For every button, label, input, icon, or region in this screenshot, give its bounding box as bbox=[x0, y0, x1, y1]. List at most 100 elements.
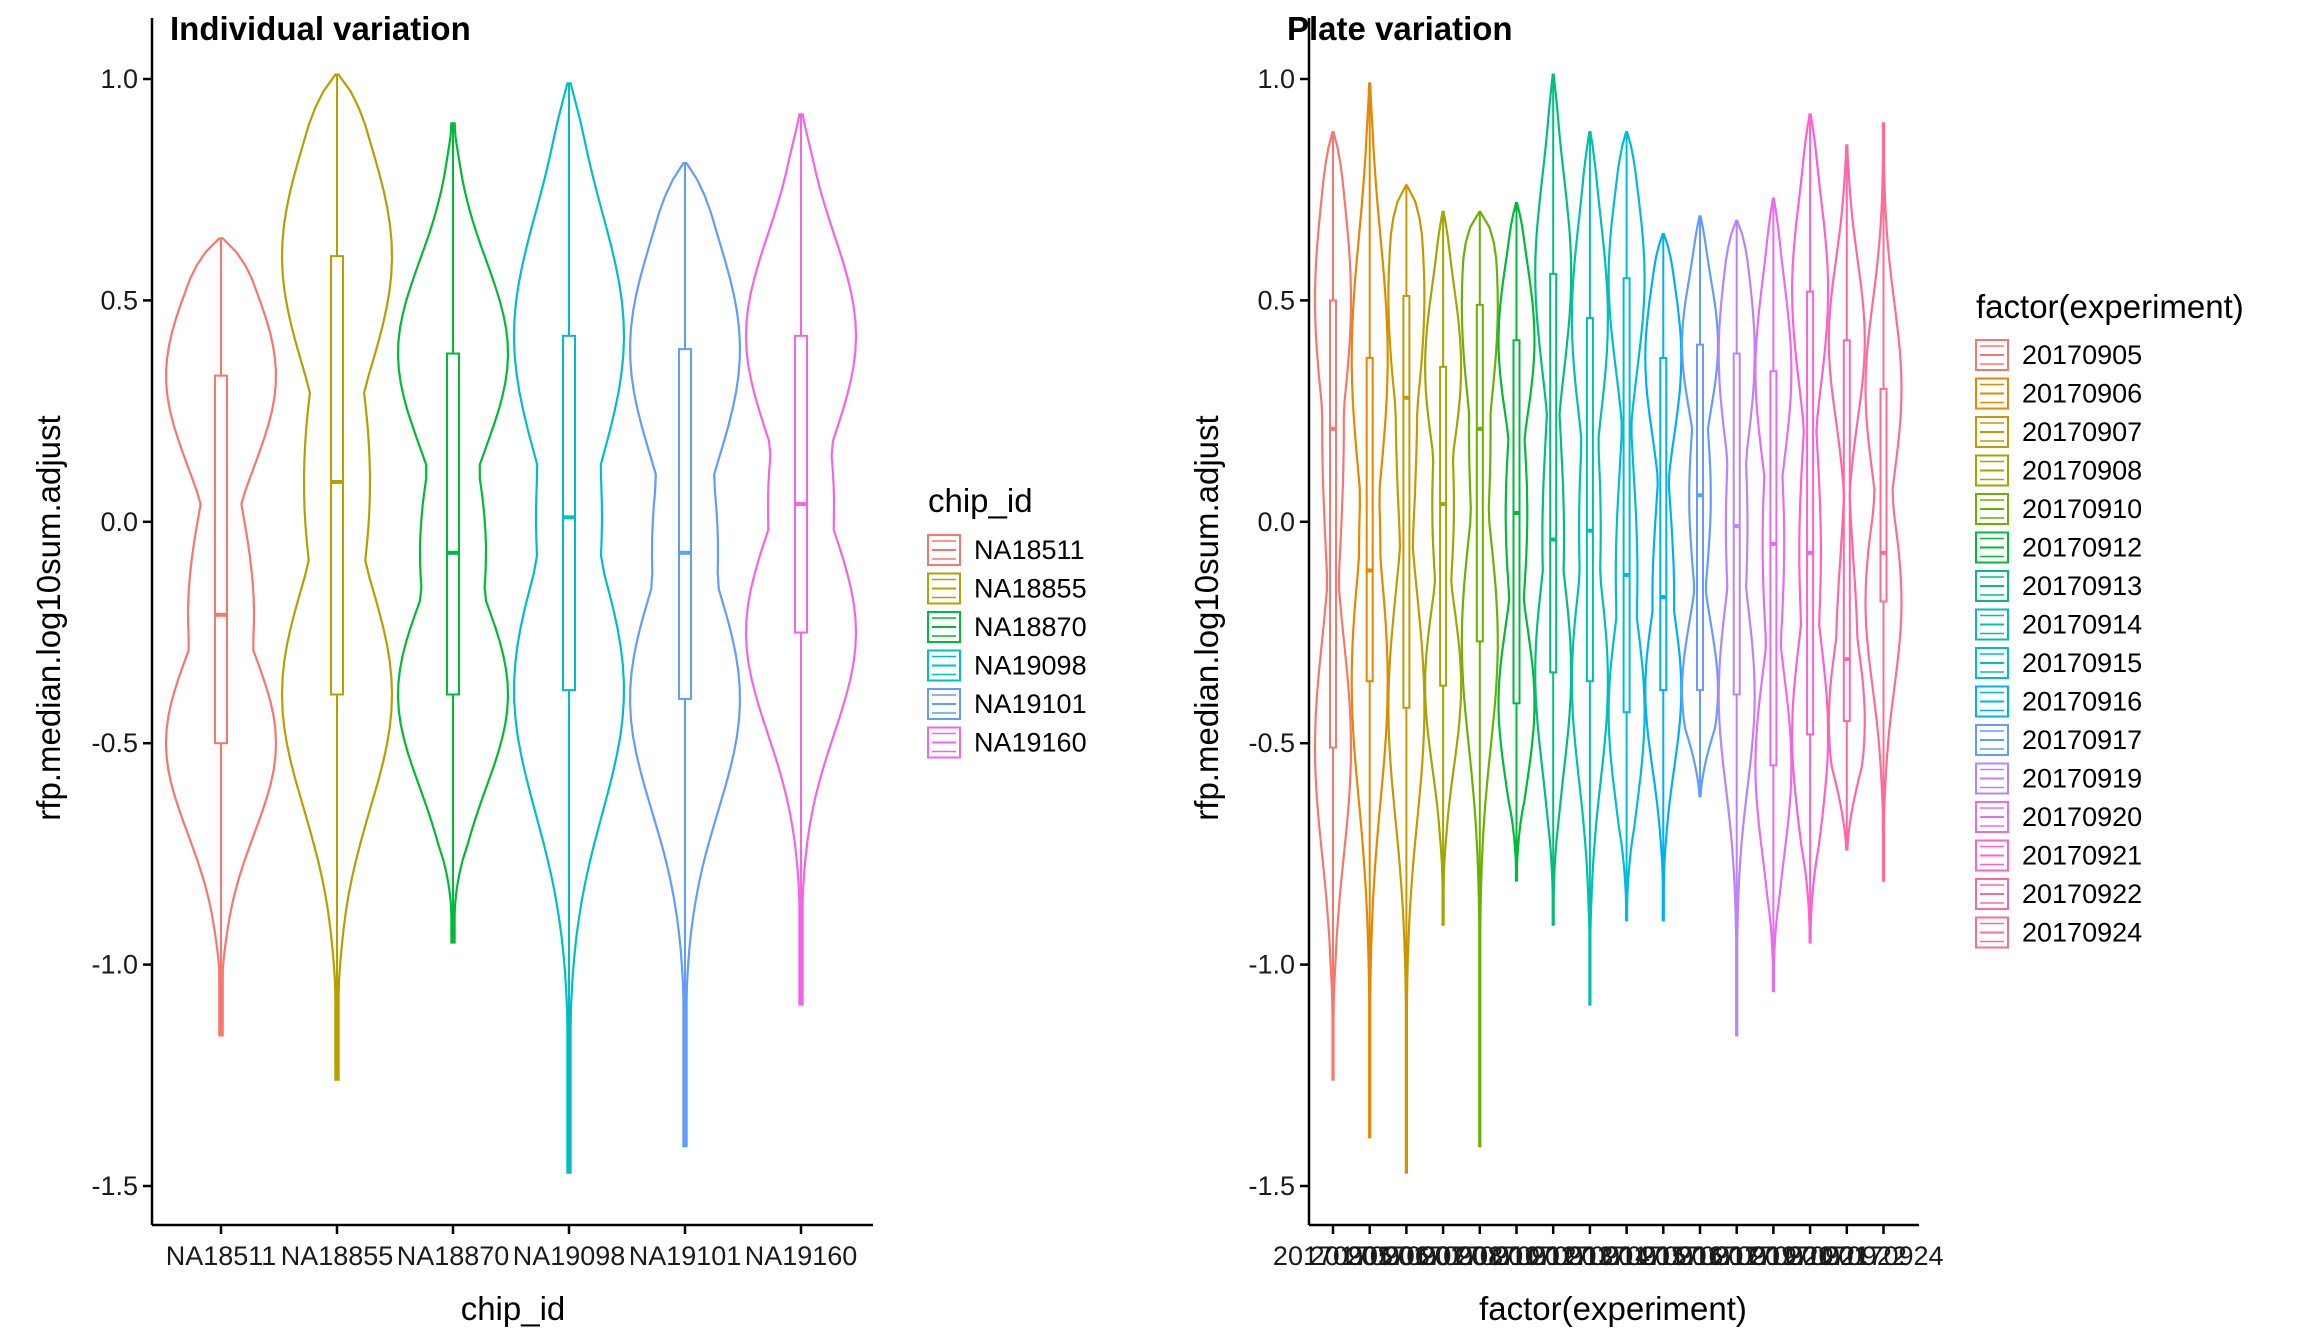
legend-key-20170916 bbox=[1975, 685, 2009, 718]
violin-20170906 bbox=[1350, 82, 1389, 1139]
violin-NA19160 bbox=[744, 113, 858, 1006]
panel-2-y-axis-label: rfp.median.log10sum.adjust bbox=[1188, 415, 1225, 820]
x-tick-label: 20170910 bbox=[1420, 1241, 1540, 1271]
x-tick-label: 20170906 bbox=[1310, 1241, 1430, 1271]
y-tick-label: -1.0 bbox=[91, 950, 138, 980]
y-tick-label: 0.0 bbox=[1257, 507, 1295, 537]
panel-2-legend-title: factor(experiment) bbox=[1976, 288, 2244, 325]
box-20170905 bbox=[1329, 299, 1337, 749]
panel-1-plot-area: 1.0 0.5 0.0 -0.5 -1.0 -1.5 NA18511 NA18855 NA188… bbox=[91, 18, 873, 1271]
x-tick-label: 20170913 bbox=[1493, 1241, 1613, 1271]
x-tick-label: NA19101 bbox=[629, 1241, 742, 1271]
x-tick-label: 20170920 bbox=[1713, 1241, 1833, 1271]
box-20170920 bbox=[1769, 370, 1778, 767]
violin-NA19101 bbox=[628, 162, 742, 1148]
legend-label: 20170907 bbox=[2022, 417, 2142, 447]
x-tick-label: 20170921 bbox=[1750, 1241, 1870, 1271]
panel-plate-variation: Plate variation factor(experiment) rfp.m… bbox=[1188, 10, 2244, 1327]
legend-label: 20170919 bbox=[2022, 764, 2142, 794]
box-20170910 bbox=[1475, 303, 1484, 643]
legend-label: 20170922 bbox=[2022, 879, 2142, 909]
legend-key-20170905 bbox=[1975, 339, 2009, 371]
box-20170906 bbox=[1365, 356, 1374, 683]
y-tick-label: -0.5 bbox=[91, 728, 138, 758]
legend-key-NA18855 bbox=[927, 572, 961, 605]
legend-key-20170924 bbox=[1975, 916, 2009, 949]
box-20170916 bbox=[1659, 356, 1668, 692]
legend-key-20170917 bbox=[1975, 724, 2009, 756]
panel-2-x-axis-label: factor(experiment) bbox=[1479, 1290, 1747, 1327]
box-NA18855 bbox=[330, 255, 344, 696]
x-tick-label: NA19160 bbox=[745, 1241, 858, 1271]
box-20170913 bbox=[1549, 272, 1558, 674]
legend-label: 20170921 bbox=[2022, 841, 2142, 871]
legend-label: 20170906 bbox=[2022, 379, 2142, 409]
x-tick-label: 20170916 bbox=[1603, 1241, 1723, 1271]
violin-NA18870 bbox=[396, 122, 510, 944]
y-tick-label: 1.0 bbox=[1257, 64, 1295, 94]
violin-NA18855 bbox=[280, 73, 394, 1081]
x-tick-label: 20170919 bbox=[1677, 1241, 1797, 1271]
legend-key-20170922 bbox=[1975, 878, 2009, 910]
y-tick-label: 0.5 bbox=[100, 285, 138, 315]
violin-20170910 bbox=[1460, 210, 1499, 1148]
legend-key-20170921 bbox=[1975, 839, 2009, 872]
panel-1-legend: chip_id NA18511 NA18855 NA18870 NA19098 NA19… bbox=[927, 482, 1087, 759]
violin-20170915 bbox=[1607, 131, 1646, 922]
x-tick-label: 20170917 bbox=[1640, 1241, 1760, 1271]
legend-label: 20170913 bbox=[2022, 571, 2142, 601]
box-20170912 bbox=[1512, 339, 1521, 705]
y-tick-label: 1.0 bbox=[100, 64, 138, 94]
box-NA18511 bbox=[214, 374, 228, 745]
x-tick-label: 20170922 bbox=[1787, 1241, 1907, 1271]
x-tick-label: 20170907 bbox=[1346, 1241, 1466, 1271]
panel-1-legend-title: chip_id bbox=[928, 482, 1033, 519]
violin-20170908 bbox=[1423, 210, 1463, 926]
panel-2-title: Plate variation bbox=[1287, 10, 1513, 47]
legend-label: NA19101 bbox=[974, 689, 1087, 719]
violin-20170922 bbox=[1827, 144, 1866, 851]
violin-NA19098 bbox=[512, 82, 626, 1174]
legend-key-20170913 bbox=[1975, 570, 2009, 602]
x-tick-label: 20170912 bbox=[1456, 1241, 1576, 1271]
legend-label: 20170910 bbox=[2022, 494, 2142, 524]
x-tick-label: 20170908 bbox=[1383, 1241, 1503, 1271]
y-tick-label: -1.5 bbox=[1248, 1171, 1295, 1201]
legend-label: NA18855 bbox=[974, 574, 1087, 604]
legend-label: NA19098 bbox=[974, 651, 1087, 681]
violin-20170914 bbox=[1570, 131, 1610, 1006]
box-20170921 bbox=[1806, 290, 1815, 736]
box-20170922 bbox=[1842, 339, 1851, 723]
legend-label: 20170915 bbox=[2022, 648, 2142, 678]
legend-key-NA19160 bbox=[927, 726, 961, 759]
panel-2-plot-area: 1.00.50.0-0.5-1.0-1.52017090520170906201… bbox=[1248, 18, 1944, 1271]
legend-label: 20170914 bbox=[2022, 610, 2142, 640]
legend-key-20170908 bbox=[1975, 454, 2009, 487]
box-NA18870 bbox=[446, 352, 460, 696]
legend-key-20170914 bbox=[1975, 608, 2009, 641]
panel-2-legend: factor(experiment) 20170905 20170906 20170… bbox=[1975, 288, 2244, 949]
x-tick-label: NA18511 bbox=[166, 1241, 277, 1271]
y-tick-label: 0.5 bbox=[1257, 285, 1295, 315]
legend-key-20170910 bbox=[1975, 493, 2009, 525]
legend-label: NA18511 bbox=[974, 535, 1085, 565]
legend-label: 20170916 bbox=[2022, 687, 2142, 717]
x-tick-label: 20170924 bbox=[1823, 1241, 1943, 1271]
panel-1-y-axis-label: rfp.median.log10sum.adjust bbox=[30, 415, 67, 820]
legend-key-20170912 bbox=[1975, 531, 2009, 564]
x-tick-label: NA18870 bbox=[397, 1241, 510, 1271]
legend-key-NA19101 bbox=[927, 688, 961, 720]
x-tick-label: 20170905 bbox=[1273, 1241, 1393, 1271]
legend-label: 20170924 bbox=[2022, 918, 2142, 948]
box-NA19101 bbox=[678, 348, 692, 700]
panel-1-title: Individual variation bbox=[170, 10, 471, 47]
y-tick-label: -1.5 bbox=[91, 1171, 138, 1201]
box-20170919 bbox=[1732, 352, 1741, 696]
legend-key-NA19098 bbox=[927, 649, 961, 682]
legend-label: 20170912 bbox=[2022, 533, 2142, 563]
box-20170917 bbox=[1696, 343, 1704, 692]
legend-key-20170907 bbox=[1975, 416, 2009, 448]
legend-label: 20170917 bbox=[2022, 725, 2142, 755]
legend-key-20170919 bbox=[1975, 762, 2009, 795]
